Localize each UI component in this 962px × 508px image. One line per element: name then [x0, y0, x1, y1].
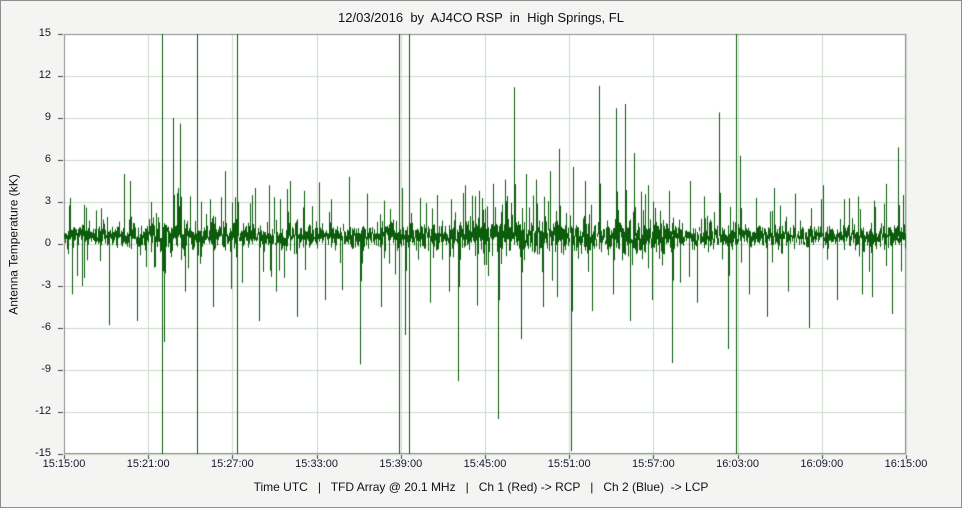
chart-title: 12/03/2016 by AJ4CO RSP in High Springs,…	[338, 10, 624, 25]
x-tick-label: 16:09:00	[800, 458, 844, 470]
x-tick-label: 15:45:00	[463, 458, 507, 470]
y-tick-label: -9	[41, 363, 51, 375]
plot-canvas	[56, 33, 908, 460]
x-tick-label: 15:15:00	[42, 458, 86, 470]
y-tick-label: 12	[38, 69, 51, 81]
x-tick-label: 15:57:00	[631, 458, 675, 470]
y-tick-label: 3	[44, 195, 51, 207]
x-tick-label: 15:51:00	[547, 458, 591, 470]
x-tick-label: 16:03:00	[716, 458, 759, 470]
x-tick-label: 15:39:00	[379, 458, 423, 470]
x-tick-label: 15:21:00	[126, 458, 170, 470]
y-tick-label: 15	[38, 27, 51, 39]
x-axis-title: Time UTC | TFD Array @ 20.1 MHz | Ch 1 (…	[253, 480, 709, 494]
y-tick-label: 6	[44, 153, 51, 165]
y-tick-label: -3	[41, 279, 51, 291]
y-tick-label: 0	[44, 237, 51, 249]
y-tick-label: -15	[35, 447, 51, 459]
x-tick-label: 15:33:00	[295, 458, 338, 470]
y-tick-label: 9	[44, 111, 51, 123]
y-tick-label: -6	[41, 321, 51, 333]
y-tick-label: -12	[35, 405, 51, 417]
x-tick-label: 16:15:00	[884, 458, 928, 470]
x-tick-label: 15:27:00	[210, 458, 254, 470]
